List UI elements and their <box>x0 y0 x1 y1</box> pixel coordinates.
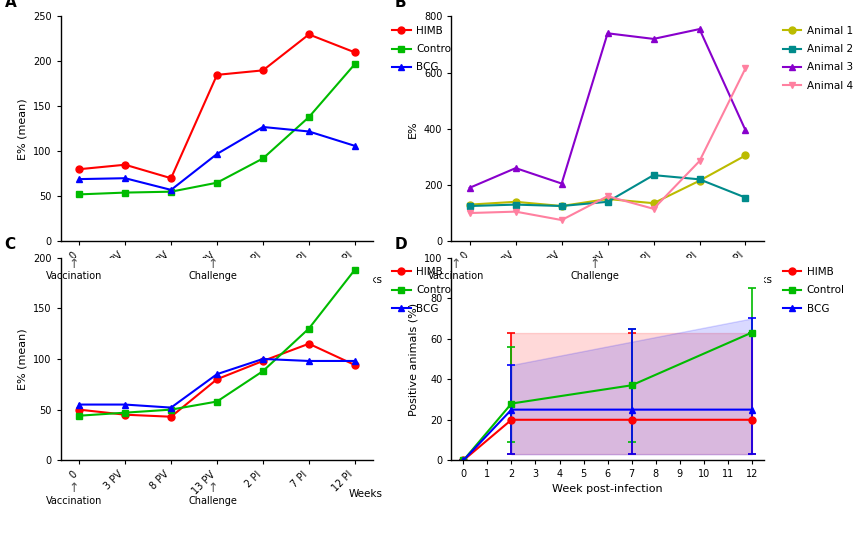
Text: D: D <box>395 237 408 253</box>
Text: Weeks: Weeks <box>348 489 383 499</box>
X-axis label: Week post-infection: Week post-infection <box>552 483 663 494</box>
Text: Vaccination: Vaccination <box>46 496 102 506</box>
Text: B: B <box>395 0 407 10</box>
Text: Challenge: Challenge <box>570 271 619 281</box>
Text: Weeks: Weeks <box>739 275 773 285</box>
Legend: HIMB, Control, BCG: HIMB, Control, BCG <box>779 263 849 318</box>
Y-axis label: E% (mean): E% (mean) <box>17 328 28 390</box>
Text: C: C <box>4 237 16 253</box>
Text: Weeks: Weeks <box>348 275 383 286</box>
Text: Vaccination: Vaccination <box>46 271 102 281</box>
Text: ↑: ↑ <box>207 482 218 495</box>
Y-axis label: E%: E% <box>408 120 418 138</box>
Legend: HIMB, Control, BCG: HIMB, Control, BCG <box>388 263 458 318</box>
Text: Challenge: Challenge <box>188 496 237 506</box>
Text: ↑: ↑ <box>69 258 79 271</box>
Legend: HIMB, Control, BCG: HIMB, Control, BCG <box>388 22 458 77</box>
Y-axis label: E% (mean): E% (mean) <box>17 98 28 159</box>
Y-axis label: Positive animals (%): Positive animals (%) <box>409 302 418 415</box>
Text: Challenge: Challenge <box>188 271 237 281</box>
Legend: Animal 1, Animal 2, Animal 3, Animal 4: Animal 1, Animal 2, Animal 3, Animal 4 <box>779 22 857 95</box>
Text: ↑: ↑ <box>69 482 79 495</box>
Text: ↑: ↑ <box>589 258 600 271</box>
Text: Vaccination: Vaccination <box>428 271 483 281</box>
Text: A: A <box>4 0 16 10</box>
Text: ↑: ↑ <box>207 258 218 271</box>
Text: ↑: ↑ <box>450 258 461 271</box>
